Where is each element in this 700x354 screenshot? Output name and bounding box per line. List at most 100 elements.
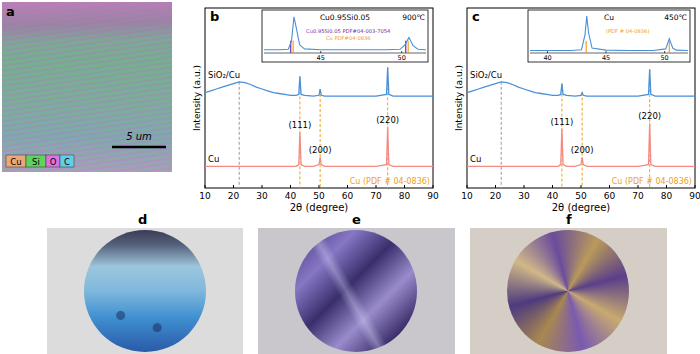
panel-label: b xyxy=(210,9,219,24)
inset-title: Cu xyxy=(604,13,614,22)
inset-legend-text: (PDF # 04-0836) xyxy=(606,28,649,34)
reference-label: Cu (PDF # 04-0836) xyxy=(612,177,692,186)
legend-swatch xyxy=(60,155,74,167)
photo-e xyxy=(258,228,455,354)
inset-marks xyxy=(264,17,426,53)
x-tick-label: 90 xyxy=(427,191,439,201)
plot-marks xyxy=(467,69,695,188)
x-tick xyxy=(467,185,468,188)
inset-reference-stick xyxy=(293,41,294,53)
inset-frame xyxy=(528,10,690,62)
plot-marks xyxy=(205,67,433,188)
x-axis-label: 2θ (degree) xyxy=(290,202,349,213)
reference-label: Cu (PDF # 04-0836) xyxy=(350,177,430,186)
x-tick xyxy=(433,185,434,188)
inset-x-tick-label: 50 xyxy=(398,54,406,62)
inset-reference-stick xyxy=(586,41,587,53)
chart-c: 1020304050607080902θ (degree)Intensity (… xyxy=(454,8,700,213)
peak-label: (111) xyxy=(550,117,573,127)
scale-bar-label: 5 um xyxy=(126,131,152,142)
temperature-label: 450℃ xyxy=(664,13,687,22)
x-tick-label: 10 xyxy=(461,191,473,201)
inset: 45 50 Cu0.95Si0.05 900℃ Cu0.95Si0.05 PDF#04-… xyxy=(262,10,428,62)
y-axis-label: Intensity (a.u.) xyxy=(192,65,202,131)
inset-x-tick-label: 40 xyxy=(543,54,551,62)
x-tick xyxy=(581,185,582,188)
inset-axis xyxy=(264,53,426,54)
inset-legend-text: Cu0.95Si0.05 PDF#04-003-7054 xyxy=(306,28,391,34)
panel-label: c xyxy=(472,9,480,24)
series-line xyxy=(205,67,433,96)
x-tick-label: 90 xyxy=(689,191,700,201)
legend-swatch xyxy=(26,155,46,167)
inset-x-tick-label: 50 xyxy=(660,54,668,62)
inset-frame xyxy=(262,10,428,62)
x-tick-label: 80 xyxy=(399,191,411,201)
peak-label: (200) xyxy=(309,145,332,155)
panel-label: f xyxy=(566,212,572,227)
x-tick xyxy=(262,185,263,188)
legend-text: C xyxy=(64,157,70,167)
panel-label: a xyxy=(6,4,15,19)
legend-swatch xyxy=(6,155,26,167)
x-tick-label: 30 xyxy=(256,191,268,201)
x-tick-label: 10 xyxy=(199,191,211,201)
peak-label: (200) xyxy=(571,145,594,155)
photo-d xyxy=(47,228,243,354)
peak-label: (220) xyxy=(376,115,399,125)
guide-line xyxy=(501,82,502,188)
inset-reference-stick xyxy=(669,41,670,53)
series-line xyxy=(467,123,695,166)
x-tick xyxy=(695,185,696,188)
series-label: Cu xyxy=(208,154,219,164)
peak-label: (111) xyxy=(288,120,311,130)
x-tick xyxy=(552,185,553,188)
figure-svg: aCuSiOC5 umdef1020304050607080902θ (degr… xyxy=(0,0,700,354)
chart-b: 10 20 30 40 50 60 70 80 90 2θ (degree) Intensity (… xyxy=(192,8,439,213)
x-tick-label: 60 xyxy=(604,191,616,201)
plot-frame xyxy=(467,8,695,188)
x-tick-label: 30 xyxy=(518,191,530,201)
inset-axis xyxy=(530,53,688,54)
series-label: Cu xyxy=(470,154,481,164)
inset: 40 45 50 Cu 450℃ (PDF # 04-0836) xyxy=(528,10,690,62)
inset-x-tick-label: 45 xyxy=(602,54,610,62)
x-tick-label: 20 xyxy=(490,191,502,201)
x-axis-label: 2θ (degree) xyxy=(552,202,611,213)
x-tick-label: 20 xyxy=(228,191,240,201)
x-tick-label: 40 xyxy=(285,191,297,201)
reference-line xyxy=(320,89,321,188)
inset-title: Cu0.95Si0.05 xyxy=(320,13,370,22)
legend-text: Cu xyxy=(10,157,21,167)
x-tick xyxy=(319,185,320,188)
inset-reference-stick xyxy=(408,41,409,53)
peak-label: (220) xyxy=(638,111,661,121)
x-tick xyxy=(205,185,206,188)
x-tick-label: 60 xyxy=(342,191,354,201)
inset-x-tick-label: 45 xyxy=(317,54,325,62)
x-tick xyxy=(290,185,291,188)
wafer-f xyxy=(507,230,629,352)
photo-f xyxy=(470,228,667,354)
series-label: SiO₂/Cu xyxy=(470,70,502,80)
series-line xyxy=(467,69,695,96)
x-tick-label: 70 xyxy=(632,191,644,201)
wafer-d xyxy=(84,230,206,352)
y-axis-label: Intensity (a.u.) xyxy=(454,65,464,131)
reference-line xyxy=(582,93,583,188)
x-tick xyxy=(233,185,234,188)
series-label: SiO₂/Cu xyxy=(208,70,240,80)
legend-swatch xyxy=(46,155,60,167)
x-tick-label: 50 xyxy=(575,191,587,201)
figure: aCuSiOC5 umdef1020304050607080902θ (degr… xyxy=(0,0,700,354)
x-tick xyxy=(495,185,496,188)
legend-text: O xyxy=(50,157,57,167)
x-tick xyxy=(524,185,525,188)
scale-bar xyxy=(112,146,166,149)
x-tick-label: 70 xyxy=(370,191,382,201)
x-tick xyxy=(609,185,610,188)
series-line xyxy=(205,127,433,167)
legend-text: Si xyxy=(32,157,40,167)
temperature-label: 900℃ xyxy=(402,13,425,22)
x-tick xyxy=(347,185,348,188)
